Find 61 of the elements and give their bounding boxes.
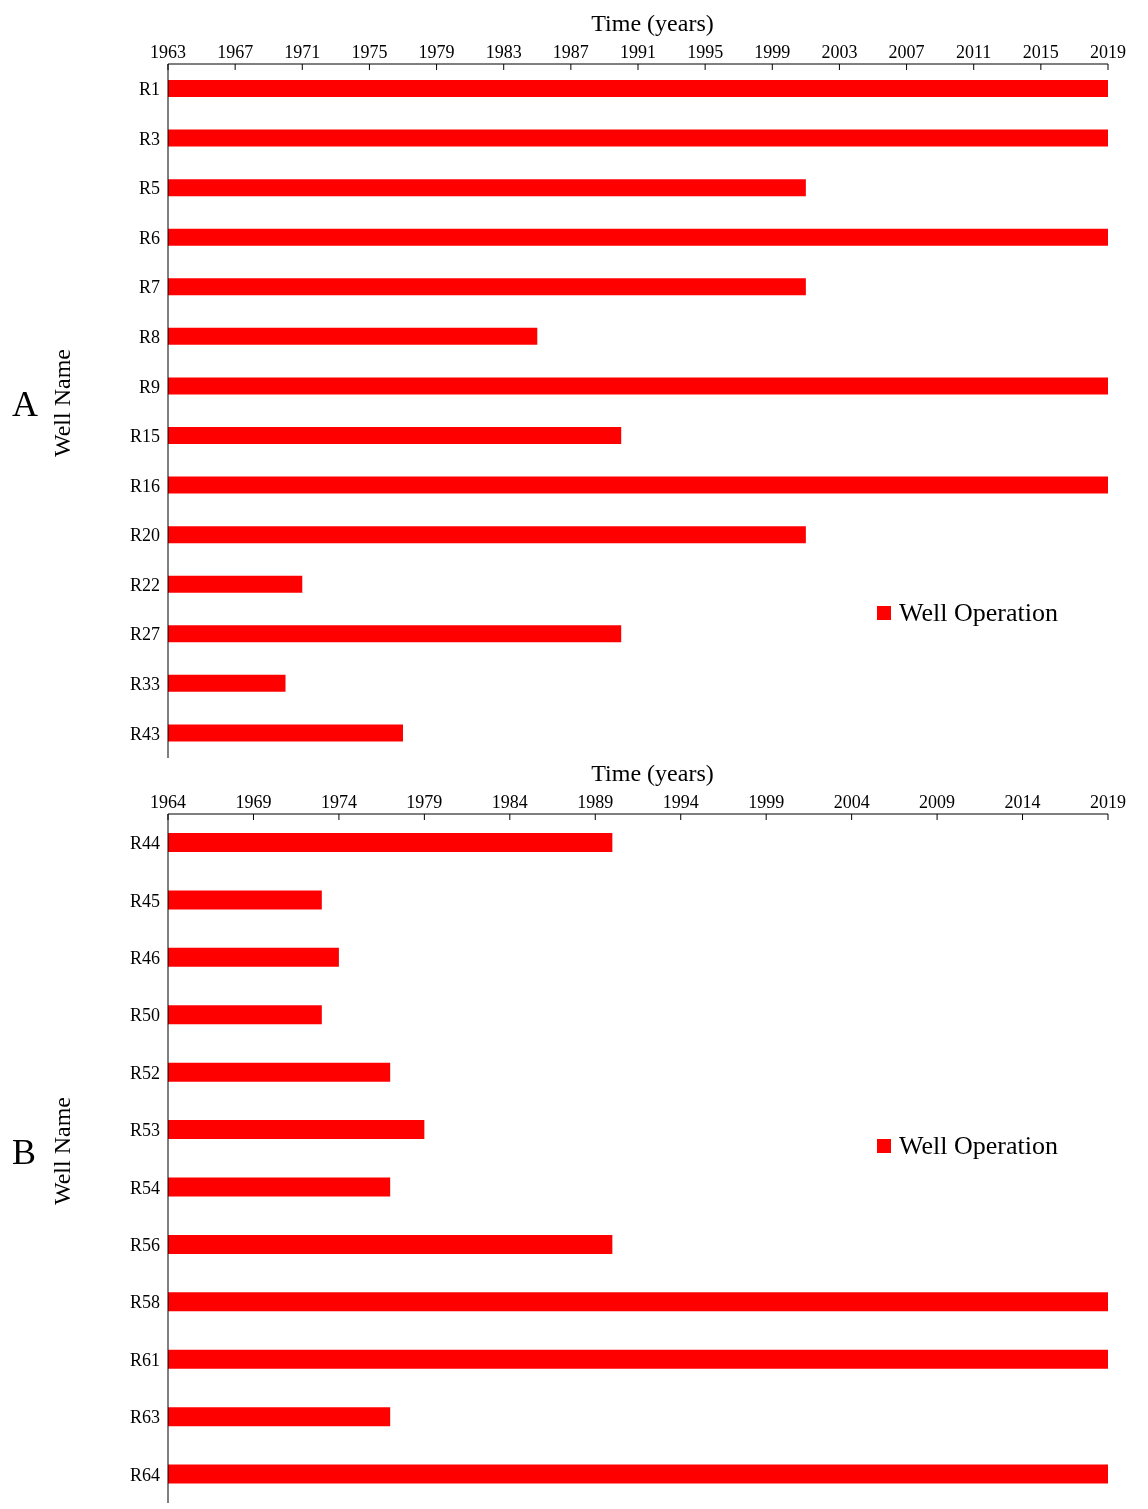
x-axis-title: Time (years) <box>590 760 715 787</box>
x-tick-label: 1979 <box>418 42 455 62</box>
x-tick-label: 1987 <box>552 42 589 62</box>
y-tick-label: R22 <box>129 574 160 595</box>
y-tick-label: R64 <box>129 1464 160 1485</box>
y-tick-label: R27 <box>129 624 160 645</box>
x-tick-label: 2011 <box>956 42 992 62</box>
x-tick-label: 1999 <box>748 792 785 812</box>
y-tick-label: R33 <box>129 674 160 695</box>
y-tick-label: R54 <box>129 1177 160 1198</box>
x-tick-label: 1963 <box>150 42 186 62</box>
y-axis-title: Well Name <box>48 348 76 458</box>
x-tick-label: 2003 <box>821 42 858 62</box>
x-tick-label: 2014 <box>1004 792 1041 812</box>
legend-label: Well Operation <box>899 1130 1058 1161</box>
y-tick-label: R20 <box>129 525 160 546</box>
y-tick-label: R1 <box>138 79 160 100</box>
y-tick-label: R46 <box>129 947 160 968</box>
x-tick-label: 2015 <box>1022 42 1059 62</box>
x-tick-label: 1995 <box>687 42 724 62</box>
x-tick-label: 1989 <box>577 792 614 812</box>
x-tick-label: 2019 <box>1090 792 1126 812</box>
y-tick-label: R8 <box>138 327 160 348</box>
x-tick-label: 1969 <box>235 792 272 812</box>
y-tick-label: R9 <box>138 376 160 397</box>
y-tick-label: R53 <box>129 1120 160 1141</box>
y-tick-label: R45 <box>129 890 160 911</box>
y-tick-label: R16 <box>129 475 160 496</box>
text: B <box>12 1130 37 1173</box>
x-tick-label: 1984 <box>491 792 528 812</box>
y-tick-label: R50 <box>129 1005 160 1026</box>
text: A <box>12 383 38 425</box>
y-tick-label: R43 <box>129 723 160 744</box>
x-tick-label: 1967 <box>217 42 254 62</box>
x-tick-label: 2004 <box>833 792 870 812</box>
y-tick-label: R3 <box>138 128 160 149</box>
y-tick-label: R63 <box>129 1407 160 1428</box>
x-tick-label: 2019 <box>1090 42 1126 62</box>
x-tick-label: 2009 <box>919 792 956 812</box>
y-tick-label: R61 <box>129 1349 160 1370</box>
y-tick-label: R52 <box>129 1062 160 1083</box>
y-tick-label: R5 <box>138 178 160 199</box>
x-tick-label: 1983 <box>485 42 522 62</box>
x-tick-label: 1964 <box>150 792 186 812</box>
x-axis-title: Time (years) <box>590 10 715 37</box>
legend-label: Well Operation <box>899 598 1058 628</box>
x-tick-label: 2007 <box>888 42 925 62</box>
x-tick-label: 1975 <box>351 42 388 62</box>
y-tick-label: R58 <box>129 1292 160 1313</box>
y-tick-label: R7 <box>138 277 160 298</box>
x-tick-label: 1994 <box>662 792 699 812</box>
x-tick-label: 1999 <box>754 42 791 62</box>
y-tick-label: R56 <box>129 1235 160 1256</box>
y-tick-label: R6 <box>138 227 160 248</box>
y-axis-title: Well Name <box>48 1096 76 1205</box>
y-tick-label: R15 <box>129 426 160 447</box>
x-tick-label: 1991 <box>620 42 656 62</box>
x-tick-label: 1979 <box>406 792 443 812</box>
x-tick-label: 1971 <box>284 42 321 62</box>
x-tick-label: 1974 <box>320 792 357 812</box>
y-tick-label: R44 <box>129 833 160 854</box>
